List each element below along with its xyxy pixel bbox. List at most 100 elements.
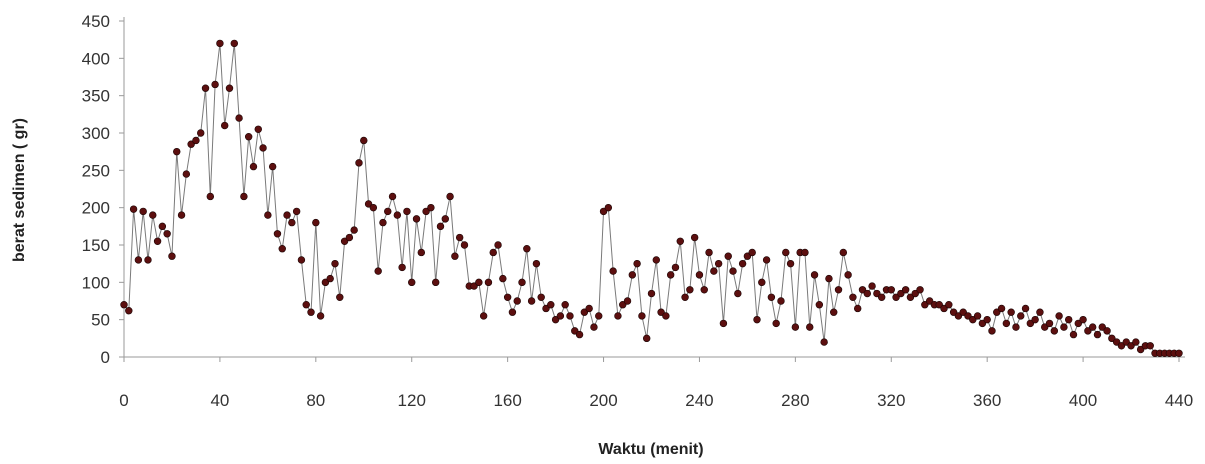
data-point [249, 162, 258, 171]
data-point [1055, 312, 1063, 320]
data-point [1084, 327, 1092, 335]
series-0 [120, 39, 1183, 357]
data-point [455, 233, 464, 242]
data-point [168, 252, 176, 260]
data-point [758, 278, 766, 287]
data-point [662, 312, 670, 320]
data-point [158, 222, 167, 231]
data-point [892, 293, 900, 301]
data-point [762, 256, 771, 264]
data-point [614, 312, 622, 320]
x-tick-label: 360 [973, 391, 1001, 410]
data-point [911, 289, 919, 298]
data-point [676, 237, 684, 245]
x-tick-label: 440 [1165, 391, 1193, 410]
data-point [1132, 338, 1140, 346]
data-point [1050, 327, 1059, 335]
data-point [681, 293, 689, 301]
x-axis-title: Waktu (menit) [598, 441, 703, 458]
data-point [417, 248, 426, 257]
data-point [714, 259, 723, 268]
x-tick-label: 0 [119, 391, 128, 410]
data-point [1098, 323, 1106, 331]
x-tick-label: 120 [398, 391, 426, 410]
data-point [887, 286, 895, 294]
y-tick-label: 100 [82, 273, 110, 292]
data-point [201, 84, 210, 92]
data-point [432, 278, 440, 287]
data-point [340, 237, 349, 245]
data-point [1002, 319, 1011, 328]
data-point [427, 203, 435, 212]
data-point [398, 263, 406, 272]
data-point [470, 282, 478, 290]
data-point [633, 259, 641, 268]
data-point [695, 271, 704, 279]
y-axis: 0 50 100 150 200 250 300 350 400 450 [82, 12, 125, 367]
data-point [566, 312, 574, 320]
data-point [451, 252, 459, 260]
data-point [863, 289, 871, 298]
data-point [772, 319, 780, 328]
data-point [940, 304, 948, 313]
data-point [1064, 315, 1073, 324]
data-point [388, 192, 397, 201]
data-point [777, 297, 785, 305]
data-point [1036, 308, 1044, 316]
data-point [638, 312, 646, 320]
data-point [1026, 319, 1035, 328]
data-point [230, 39, 239, 48]
data-point [671, 263, 680, 272]
y-tick-label: 350 [82, 87, 110, 106]
data-point [921, 301, 929, 309]
x-tick-label: 280 [781, 391, 809, 410]
data-point [177, 211, 186, 219]
data-point [369, 203, 378, 212]
data-point [945, 301, 953, 309]
data-point [197, 129, 205, 137]
data-point [839, 248, 848, 257]
data-point [475, 278, 483, 287]
data-point [973, 312, 982, 320]
data-point [642, 334, 651, 343]
data-point [125, 307, 133, 315]
data-point [163, 230, 171, 238]
data-point [1146, 342, 1154, 350]
data-point [901, 286, 910, 294]
y-axis-title: berat sedimen ( gr) [11, 118, 28, 262]
data-point [412, 215, 421, 223]
data-point [791, 323, 800, 331]
data-point [1045, 319, 1054, 328]
data-point [460, 241, 469, 249]
data-point [834, 286, 843, 294]
data-point [1060, 323, 1068, 331]
data-point [302, 301, 310, 309]
y-tick-label: 50 [91, 311, 110, 330]
data-point [590, 323, 598, 331]
data-point [374, 267, 382, 275]
data-point [508, 308, 517, 316]
data-point [815, 301, 824, 309]
data-point [225, 84, 234, 92]
data-point [489, 248, 497, 257]
data-point [969, 315, 977, 324]
data-point [173, 147, 181, 156]
data-point [446, 192, 454, 201]
data-point [690, 233, 699, 242]
data-point [264, 211, 272, 219]
data-point [738, 259, 747, 268]
data-point [240, 192, 248, 201]
data-point [192, 136, 200, 145]
data-point [235, 114, 243, 122]
data-point [513, 297, 521, 305]
data-point [748, 248, 756, 257]
data-point [120, 301, 128, 309]
data-point [1175, 349, 1183, 357]
data-point [345, 233, 354, 242]
data-point [312, 218, 320, 227]
data-point [964, 312, 972, 320]
data-point [216, 39, 224, 48]
data-point [244, 133, 253, 141]
data-point [532, 259, 541, 268]
data-point [1017, 312, 1025, 320]
